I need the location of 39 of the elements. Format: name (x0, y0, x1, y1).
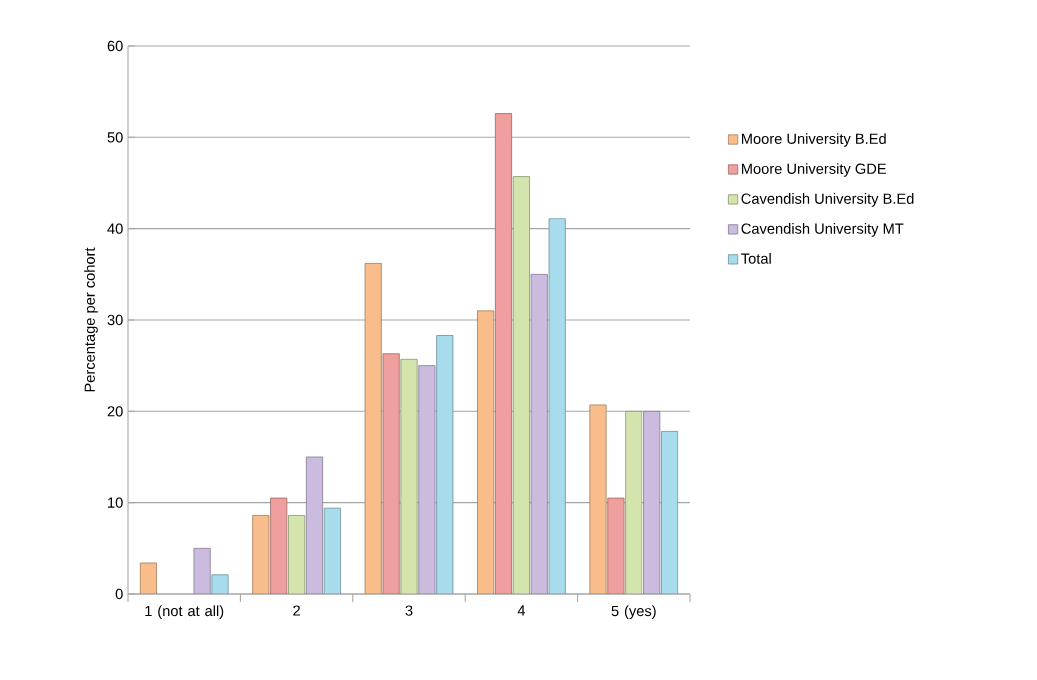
y-tick-label: 40 (107, 223, 123, 234)
bar (323, 507, 341, 594)
bar (494, 113, 513, 594)
legend-label: Total (741, 253, 771, 264)
bar (589, 404, 607, 594)
bar (382, 353, 400, 594)
x-tick-label: 1 (not at all) (145, 605, 224, 620)
y-tick-label: 60 (107, 40, 123, 52)
y-tick-label: 30 (107, 314, 123, 326)
bar (436, 335, 454, 594)
y-axis-title: Percentage per cohort (84, 247, 98, 392)
bar (400, 358, 418, 594)
bar (607, 497, 625, 594)
bar (625, 410, 643, 594)
y-tick-label: 10 (108, 497, 123, 508)
x-tick-label: 2 (293, 605, 300, 616)
y-tick-label: 0 (115, 588, 123, 600)
y-tick-label: 50 (107, 132, 123, 143)
bar (477, 310, 495, 594)
bar (512, 176, 530, 594)
bar (270, 497, 288, 594)
x-tick-label: 5 (yes) (611, 605, 656, 620)
bar (364, 262, 382, 594)
bar (193, 547, 211, 594)
bar (548, 218, 566, 594)
legend-label: Moore University B.Ed (742, 133, 886, 147)
bar (418, 365, 436, 594)
legend-label: Cavendish University B.Ed (741, 193, 914, 207)
x-tick-label: 4 (517, 605, 526, 616)
x-tick-label: 3 (405, 605, 413, 616)
legend-label: Moore University GDE (742, 163, 886, 177)
bar (305, 456, 324, 594)
y-tick-label: 20 (107, 406, 123, 417)
bar (288, 515, 306, 594)
legend-label: Cavendish University MT (741, 223, 904, 237)
bar (643, 410, 661, 594)
bar (661, 431, 679, 594)
bar (530, 273, 548, 594)
bar (252, 515, 270, 594)
